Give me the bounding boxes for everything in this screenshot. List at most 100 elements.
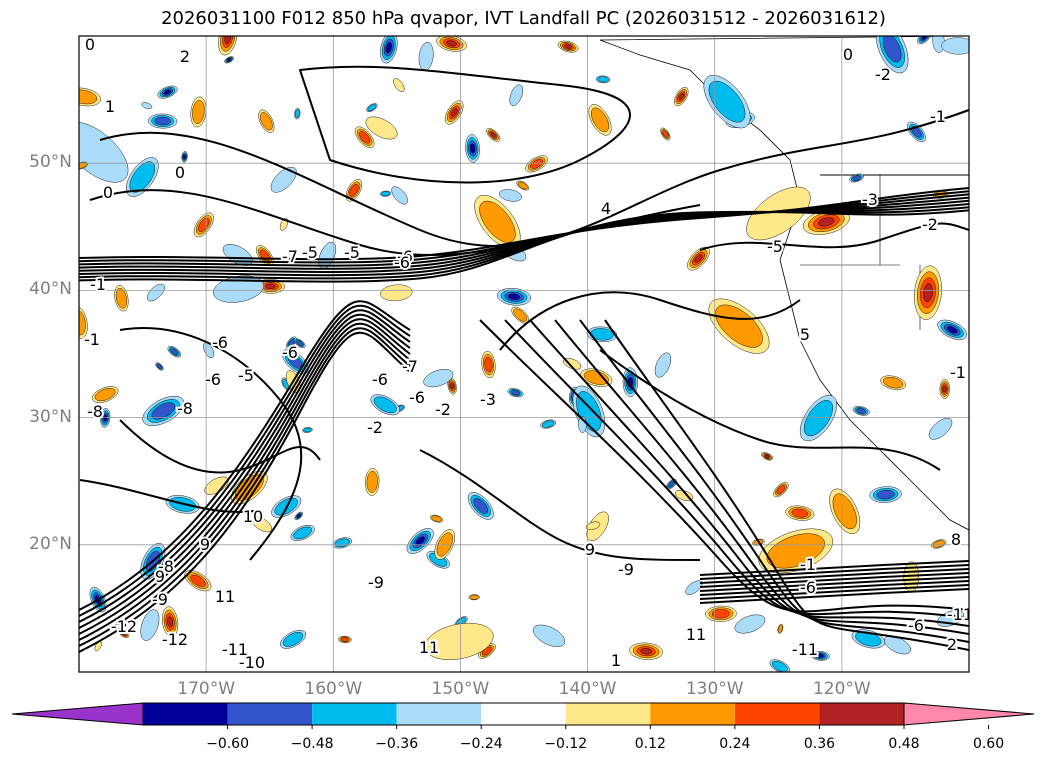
qvapor-blob [294,109,300,119]
qvapor-blob [359,131,371,144]
qvapor-blob [349,184,359,197]
contour-label: 8 [951,530,961,549]
contour-label: -1 [800,555,816,574]
qvapor-blob [251,516,272,533]
colorbar-segment [312,703,397,725]
qvapor-blob [393,78,405,92]
qvapor-blob [450,382,454,390]
qvapor-blob [163,89,172,95]
contour-label: -6 [372,370,388,389]
colorbar-segment [396,703,482,725]
qvapor-blob [832,493,857,530]
ivt-contour [89,189,701,256]
lat-tick-label: 40°N [29,279,72,300]
qvapor-blob [367,104,377,112]
qvapor-blob [585,521,601,530]
qvapor-blob [712,609,730,619]
qvapor-blob [510,390,521,396]
contour-label: -9 [368,573,384,592]
colorbar-tick-label: −0.36 [375,736,419,752]
qvapor-blob [260,112,273,131]
colorbar-segment [819,703,904,725]
qvapor-blob [508,293,520,300]
colorbar-segment [227,703,313,725]
colorbar-tick-label: 0.12 [634,736,666,752]
qvapor-blob [932,540,945,548]
qvapor-blob [340,637,349,642]
qvapor-blob [882,36,902,63]
qvapor-blob [947,326,958,334]
colorbar-tick-label: −0.48 [290,736,334,752]
qvapor-blob [771,660,788,672]
contour-label: -1 [84,330,100,349]
qvapor-blob [734,614,766,634]
contour-label: -6 [409,388,425,407]
ivt-contour [699,576,969,592]
qvapor-blob [121,631,126,635]
qvapor-blob [928,417,953,440]
qvapor-blob [469,594,479,600]
qvapor-blob [79,89,98,105]
lat-tick-label: 50°N [29,152,72,173]
qvapor-blob [450,108,458,117]
colorbar-segment [565,703,651,725]
qvapor-blob [509,84,524,106]
colorbar-tick-label: 0.48 [888,736,920,752]
qvapor-blob [746,186,811,241]
contour-label: -6 [800,578,816,597]
ivt-contour [554,319,969,635]
contour-label: 11 [686,625,706,644]
ivt-contour [699,560,969,576]
qvapor-blob [941,37,969,55]
qvapor-blob [818,217,835,227]
contour-label: -6 [282,343,298,362]
colorbar-tick-label: −0.12 [544,736,588,752]
ivt-contour [79,331,411,653]
ivt-contour [79,304,411,617]
contour-label: -7 [402,357,418,376]
qvapor-blob [157,364,162,369]
qvapor-blob [654,352,672,378]
qvapor-blob [227,58,231,62]
colorbar-tick-label: −0.24 [459,736,503,752]
colorbar-tick-label: 0.60 [972,736,1005,752]
contour-label: 2 [947,635,957,654]
colorbar-extend-low [11,702,144,726]
ivt-contour [529,319,969,627]
qvapor-blob [94,388,116,402]
qvapor-blob [190,574,206,587]
contour-label: 4 [601,199,611,218]
contour-label: -10 [239,653,265,672]
contour-label: -9 [152,590,168,609]
ivt-contour [604,319,969,651]
contour-label: -6 [908,616,924,635]
qvapor-blob [932,36,945,53]
qvapor-blob [662,130,669,138]
ivt-contour [79,187,969,261]
qvapor-shading [79,36,969,672]
lon-tick-label: 160°W [304,679,363,699]
contour-label: -2 [435,400,451,419]
qvapor-blob [564,44,572,49]
qvapor-blob [876,489,895,500]
contour-label: 9 [585,540,595,559]
ivt-contour [79,203,969,277]
ivt-contour [119,327,303,561]
qvapor-blob [183,154,186,159]
colorbar-segment [650,703,735,725]
contour-label: -11 [947,605,973,624]
lat-tick-label: 30°N [29,406,72,427]
contour-label: -5 [238,366,254,385]
lon-tick-label: 170°W [177,679,236,699]
ivt-contour [79,327,411,647]
ivt-contour [79,300,411,611]
qvapor-blob [381,191,391,197]
ivt-contour [699,568,969,584]
contour-label: -3 [480,390,496,409]
qvapor-blob [473,498,489,514]
contour-label: -12 [162,630,188,649]
contour-label: -6 [394,253,410,272]
contour-label: -6 [397,247,413,266]
